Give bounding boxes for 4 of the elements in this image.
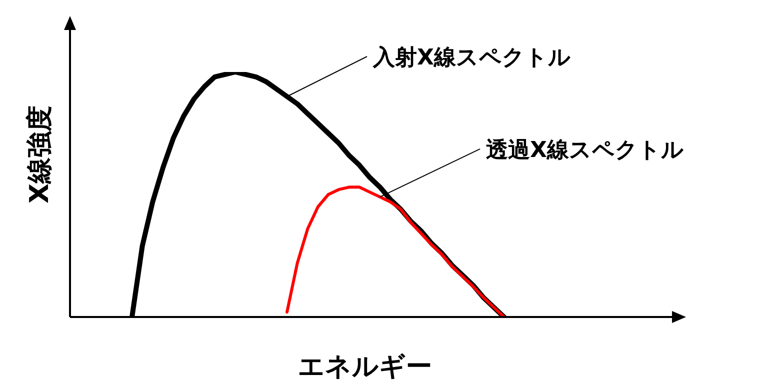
- text: 入射X線スペクトル: [372, 46, 571, 70]
- text: 透過X線スペクトル: [486, 138, 684, 163]
- y-axis-title: X線強度: [25, 105, 55, 204]
- x-axis-title: エネルギー: [298, 352, 432, 382]
